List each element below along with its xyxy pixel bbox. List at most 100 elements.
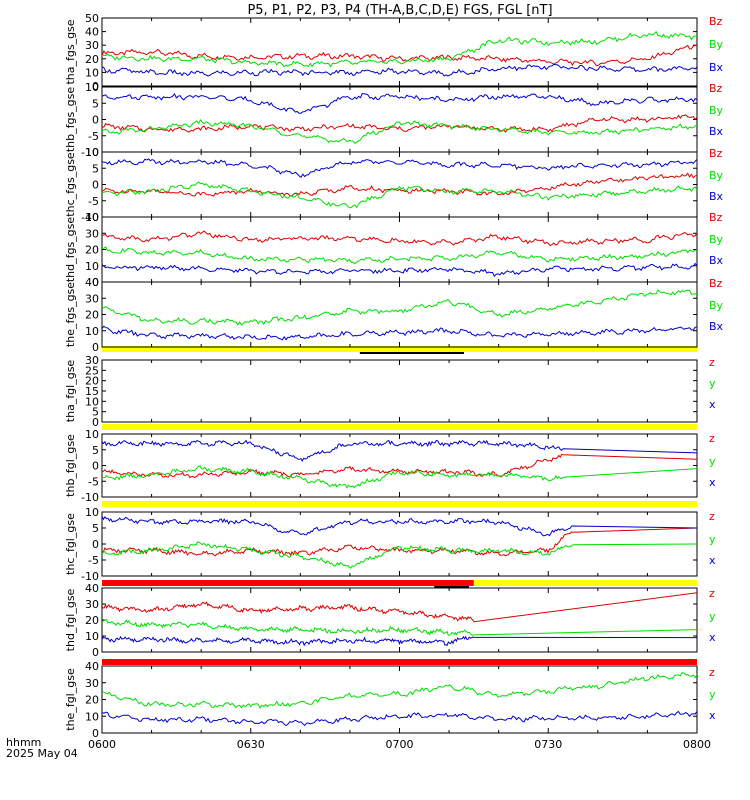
y-tick-label: 0 — [92, 646, 99, 659]
y-axis-label: tha_fgl_gse — [64, 360, 77, 423]
status-bar-segment — [102, 424, 697, 430]
legend-z: z — [709, 510, 715, 523]
series-line-By — [102, 289, 697, 326]
legend-Bz: Bz — [709, 277, 723, 290]
series-line-Bz — [102, 44, 697, 67]
y-tick-label: 40 — [85, 276, 99, 289]
series-line-x — [102, 439, 697, 463]
panel-the_fgl_gse: 0 10 20 30 40 the_fgl_gse zyx — [64, 660, 716, 740]
series-line-Bx — [102, 63, 697, 77]
series-line-Bz — [102, 172, 697, 197]
y-tick-label: 0 — [92, 114, 99, 127]
series-line-y — [102, 619, 697, 636]
legend-z: z — [709, 432, 715, 445]
y-axis-label: thc_fgl_gse — [64, 513, 77, 575]
y-tick-label: 15 — [85, 385, 99, 398]
status-bar-segment — [102, 346, 697, 352]
time-tick-label: 0630 — [237, 738, 265, 751]
y-axis-label: thc_fgs_gse — [64, 152, 77, 217]
legend-z: z — [709, 356, 715, 369]
y-tick-label: 10 — [85, 710, 99, 723]
panel-frame — [101, 433, 698, 498]
panel-frame — [101, 86, 698, 153]
panel-thc_fgl_gse: -10 -5 0 5 10 thc_fgl_gse zyx — [64, 506, 716, 583]
y-tick-label: 10 — [85, 146, 99, 159]
y-tick-label: 40 — [85, 582, 99, 595]
y-tick-label: -10 — [81, 211, 99, 224]
y-tick-label: 0 — [92, 538, 99, 551]
y-axis-label: thd_fgl_gse — [64, 588, 77, 651]
y-tick-label: -5 — [88, 195, 99, 208]
legend-x: x — [709, 398, 716, 411]
y-tick-label: 20 — [85, 375, 99, 388]
y-axis-label: the_fgs_gse — [64, 282, 77, 347]
plot-title: P5, P1, P2, P3, P4 (TH-A,B,C,D,E) FGS, F… — [247, 3, 552, 18]
y-tick-label: 0 — [92, 341, 99, 354]
legend-y: y — [709, 455, 716, 468]
legend-Bx: Bx — [709, 254, 724, 267]
series-line-x — [102, 635, 697, 647]
y-tick-label: 10 — [85, 325, 99, 338]
y-tick-label: -10 — [81, 491, 99, 504]
y-tick-label: 30 — [85, 598, 99, 611]
y-tick-label: 40 — [85, 660, 99, 673]
y-axis-label: the_fgl_gse — [64, 668, 77, 731]
time-tick-label: 0800 — [683, 738, 711, 751]
status-bar-segment — [102, 580, 474, 586]
y-tick-label: 0 — [92, 460, 99, 473]
status-bar-mark — [434, 586, 469, 588]
legend-By: By — [709, 233, 724, 246]
series-line-y — [102, 541, 697, 569]
y-tick-label: 5 — [92, 162, 99, 175]
panel-frame — [101, 216, 698, 283]
y-axis-label: thd_fgs_gse — [64, 217, 77, 283]
series-line-By — [102, 30, 697, 68]
y-tick-label: 30 — [85, 677, 99, 690]
legend-Bx: Bx — [709, 125, 724, 138]
series-line-y — [102, 672, 697, 709]
y-tick-label: 10 — [85, 630, 99, 643]
y-tick-label: 20 — [85, 694, 99, 707]
y-tick-label: 5 — [92, 444, 99, 457]
y-tick-label: 5 — [92, 406, 99, 419]
legend-Bx: Bx — [709, 61, 724, 74]
legend-x: x — [709, 631, 716, 644]
y-tick-label: 30 — [85, 39, 99, 52]
y-tick-label: 0 — [92, 179, 99, 192]
y-tick-label: -10 — [81, 570, 99, 583]
series-line-x — [102, 515, 697, 537]
panel-frame — [101, 511, 698, 577]
panel-frame — [101, 17, 698, 87]
time-axis: 0600 0630 0700 0730 0800 — [88, 738, 711, 751]
y-tick-label: 40 — [85, 26, 99, 39]
y-axis-label: thb_fgl_gse — [64, 434, 77, 497]
legend-z: z — [709, 666, 715, 679]
panel-thd_fgl_gse: 0 10 20 30 40 thd_fgl_gse zyx — [64, 582, 716, 659]
legend-Bz: Bz — [709, 147, 723, 160]
y-tick-label: 10 — [85, 428, 99, 441]
series-line-By — [102, 246, 697, 265]
y-tick-label: 20 — [85, 244, 99, 257]
y-tick-label: 20 — [85, 614, 99, 627]
time-axis-label-line1: hhmm — [6, 736, 41, 749]
y-tick-label: 30 — [85, 227, 99, 240]
y-tick-label: -10 — [81, 146, 99, 159]
series-line-Bx — [102, 92, 697, 114]
y-tick-label: 0 — [92, 416, 99, 429]
panel-thb_fgs_gse: -10 -5 0 5 10 thb_fgs_gse Bz By Bx — [64, 81, 724, 159]
y-tick-label: 0 — [92, 276, 99, 289]
status-bars — [102, 346, 697, 665]
time-tick-label: 0700 — [386, 738, 414, 751]
y-tick-label: 5 — [92, 522, 99, 535]
legend-Bz: Bz — [709, 211, 723, 224]
panel-thd_fgs_gse: 0 10 20 30 40 thd_fgs_gse Bz By Bx — [64, 211, 724, 289]
y-tick-label: 10 — [85, 260, 99, 273]
series-line-z — [102, 592, 697, 623]
legend-y: y — [709, 610, 716, 623]
y-tick-label: -5 — [88, 475, 99, 488]
time-axis-label-line2: 2025 May 04 — [6, 747, 78, 760]
y-tick-label: 10 — [85, 81, 99, 94]
series-line-Bz — [102, 114, 697, 133]
